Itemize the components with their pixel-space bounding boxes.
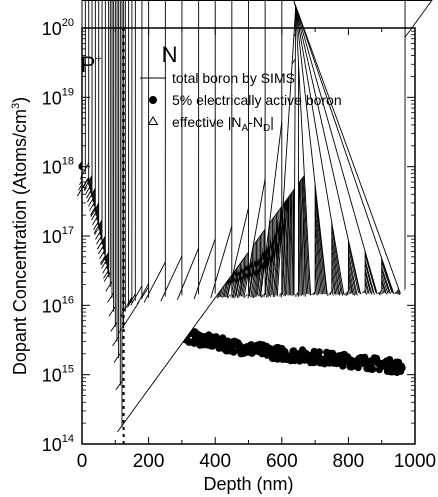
legend-label-active: 5% electrically active boron: [172, 92, 342, 108]
x-tick-label: 400: [199, 451, 231, 472]
active-boron-point: [354, 364, 362, 372]
n-region-label: N: [162, 42, 178, 67]
y-tick-label-base: 10: [42, 158, 62, 178]
y-tick-label-base: 10: [42, 227, 62, 247]
y-tick-label-base: 10: [42, 19, 62, 39]
x-tick-label: 200: [133, 451, 165, 472]
legend-marker-active: [149, 96, 157, 104]
y-tick-label-base: 10: [42, 366, 62, 386]
y-tick-label: 1020: [42, 17, 74, 39]
y-axis-title-close: ): [10, 97, 30, 103]
y-tick-label-base: 10: [42, 435, 62, 455]
legend-effective-sub2: D: [263, 123, 270, 134]
legend-label-effective: effective |NA-ND|: [172, 114, 274, 134]
x-tick-label: 800: [333, 451, 365, 472]
y-axis-title: Dopant Concentration (Atoms/cm3): [10, 97, 30, 375]
legend-marker-effective: [147, 116, 159, 125]
y-axis-title-main: Dopant Concentration (Atoms/cm: [10, 109, 30, 375]
legend: total boron by SIMS 5% electrically acti…: [140, 70, 342, 134]
p-region-plus: +: [95, 53, 101, 65]
legend-effective-part3: |: [270, 114, 274, 130]
y-tick-label-exp: 19: [62, 86, 74, 98]
y-tick-label: 1018: [42, 156, 74, 178]
y-tick-label: 1015: [42, 364, 74, 386]
active-boron-point: [315, 348, 323, 356]
active-boron-point: [369, 365, 377, 373]
legend-effective-part1: effective |N: [172, 114, 242, 130]
series-layer: [77, 0, 433, 433]
legend-effective-sub1: A: [242, 123, 249, 134]
y-tick-label-base: 10: [42, 296, 62, 316]
y-tick-label-exp: 18: [62, 156, 74, 168]
y-tick-label-base: 10: [42, 88, 62, 108]
y-tick-label-exp: 17: [62, 225, 74, 237]
x-tick-label: 0: [77, 451, 88, 472]
y-tick-label-exp: 16: [62, 294, 74, 306]
y-axis-title-sup: 3: [10, 103, 22, 109]
effective-na-nd-points: [77, 0, 433, 433]
y-tick-label: 1014: [42, 433, 74, 455]
x-tick-label: 1000: [394, 451, 436, 472]
p-region-letter: P: [81, 52, 96, 77]
y-tick-label-exp: 14: [62, 433, 74, 445]
y-tick-label: 1019: [42, 86, 74, 108]
active-boron-point: [386, 356, 394, 364]
legend-label-sims: total boron by SIMS: [172, 70, 295, 86]
active-boron-point: [274, 355, 282, 363]
effective-na-nd-point: [293, 0, 406, 294]
axes-layer: 0 200 400 600 800 100010141015101610171018101…: [42, 17, 436, 472]
x-tick-label: 600: [266, 451, 298, 472]
active-boron-point: [397, 362, 405, 370]
p-region-label: P+: [81, 52, 102, 77]
effective-na-nd-point: [276, 0, 297, 297]
active-boron-point: [361, 353, 369, 361]
y-tick-label-exp: 20: [62, 17, 74, 29]
y-tick-label-exp: 15: [62, 364, 74, 376]
x-axis-title: Depth (nm): [203, 474, 293, 494]
legend-effective-part2: -N: [248, 114, 263, 130]
y-tick-label: 1017: [42, 225, 74, 247]
y-tick-label: 1016: [42, 294, 74, 316]
